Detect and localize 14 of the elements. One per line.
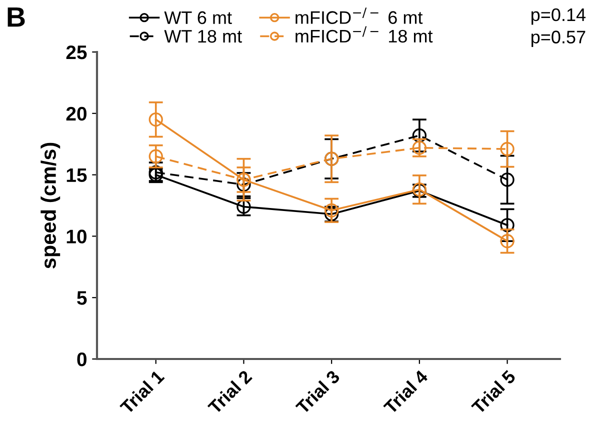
y-axis-title: speed (cm/s): [40, 142, 60, 268]
y-tick-label: 0: [77, 352, 86, 366]
y-tick-label: 10: [66, 230, 86, 244]
text: p=0.57: [532, 30, 586, 48]
chart-title: B: [8, 7, 25, 27]
y-tick-label: 5: [77, 291, 87, 305]
y-tick-label: 15: [66, 168, 87, 182]
y-tick-label: 25: [66, 45, 87, 60]
legend-label: mFICD$^{−/−}$ 18 mt: [296, 26, 433, 43]
legend-label: WT 18 mt: [164, 30, 242, 43]
text: p=0.14: [532, 8, 586, 25]
legend-label: mFICD$^{−/−}$ 6 mt: [296, 8, 423, 24]
legend-label: WT 6 mt: [164, 11, 232, 24]
y-tick-label: 20: [66, 106, 86, 121]
